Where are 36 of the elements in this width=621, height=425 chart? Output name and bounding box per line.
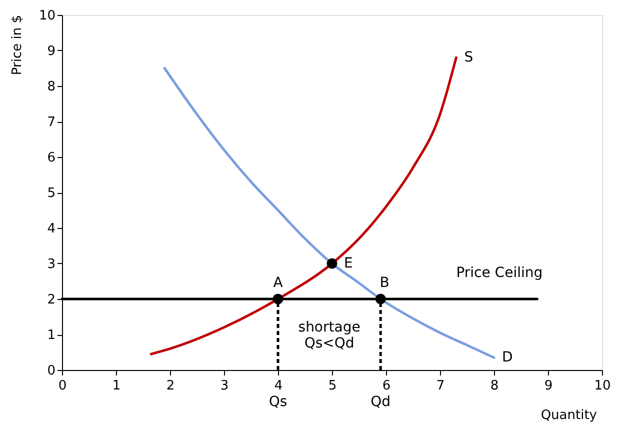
y-tick-label: 4 (47, 222, 56, 236)
x-tick-label: 4 (274, 378, 283, 394)
y-tick-label: 1 (47, 328, 56, 343)
annotation: Qs (268, 394, 288, 410)
y-tick-label: 10 (38, 8, 56, 24)
y-tick-label: 0 (47, 364, 56, 378)
annotation: Qd (370, 394, 391, 410)
y-tick-label: 7 (47, 115, 56, 130)
annotation: E (344, 256, 353, 272)
annotation: B (380, 275, 390, 291)
series-label: S (464, 50, 474, 66)
y-tick-label: 6 (47, 150, 56, 166)
x-tick-label: 5 (328, 378, 337, 394)
x-tick-label: 0 (58, 378, 67, 394)
x-tick-label: 8 (490, 378, 499, 394)
y-tick-label: 9 (47, 44, 56, 59)
x-tick-label: 6 (382, 378, 391, 394)
y-tick-label: 8 (47, 80, 56, 94)
annotation: shortage (298, 319, 360, 336)
x-tick-label: 2 (166, 378, 175, 394)
x-tick-label: 3 (220, 378, 229, 394)
line-series (150, 56, 458, 356)
series-label: D (502, 350, 513, 366)
y-axis-title: Price in $ (10, 15, 25, 76)
annotation: Price Ceiling (456, 265, 543, 281)
y-tick-label: 2 (47, 292, 56, 308)
x-tick-label: 1 (112, 378, 121, 394)
line-series (163, 67, 496, 359)
annotation: Qs<Qd (304, 335, 354, 352)
y-tick-label: 5 (47, 186, 56, 201)
x-tick-label: 7 (436, 378, 445, 394)
annotation: A (273, 275, 284, 291)
x-tick-label: 10 (594, 378, 611, 394)
y-tick-label: 3 (47, 257, 56, 272)
x-tick-label: 9 (544, 378, 553, 394)
x-axis-title: Quantity (540, 408, 598, 423)
